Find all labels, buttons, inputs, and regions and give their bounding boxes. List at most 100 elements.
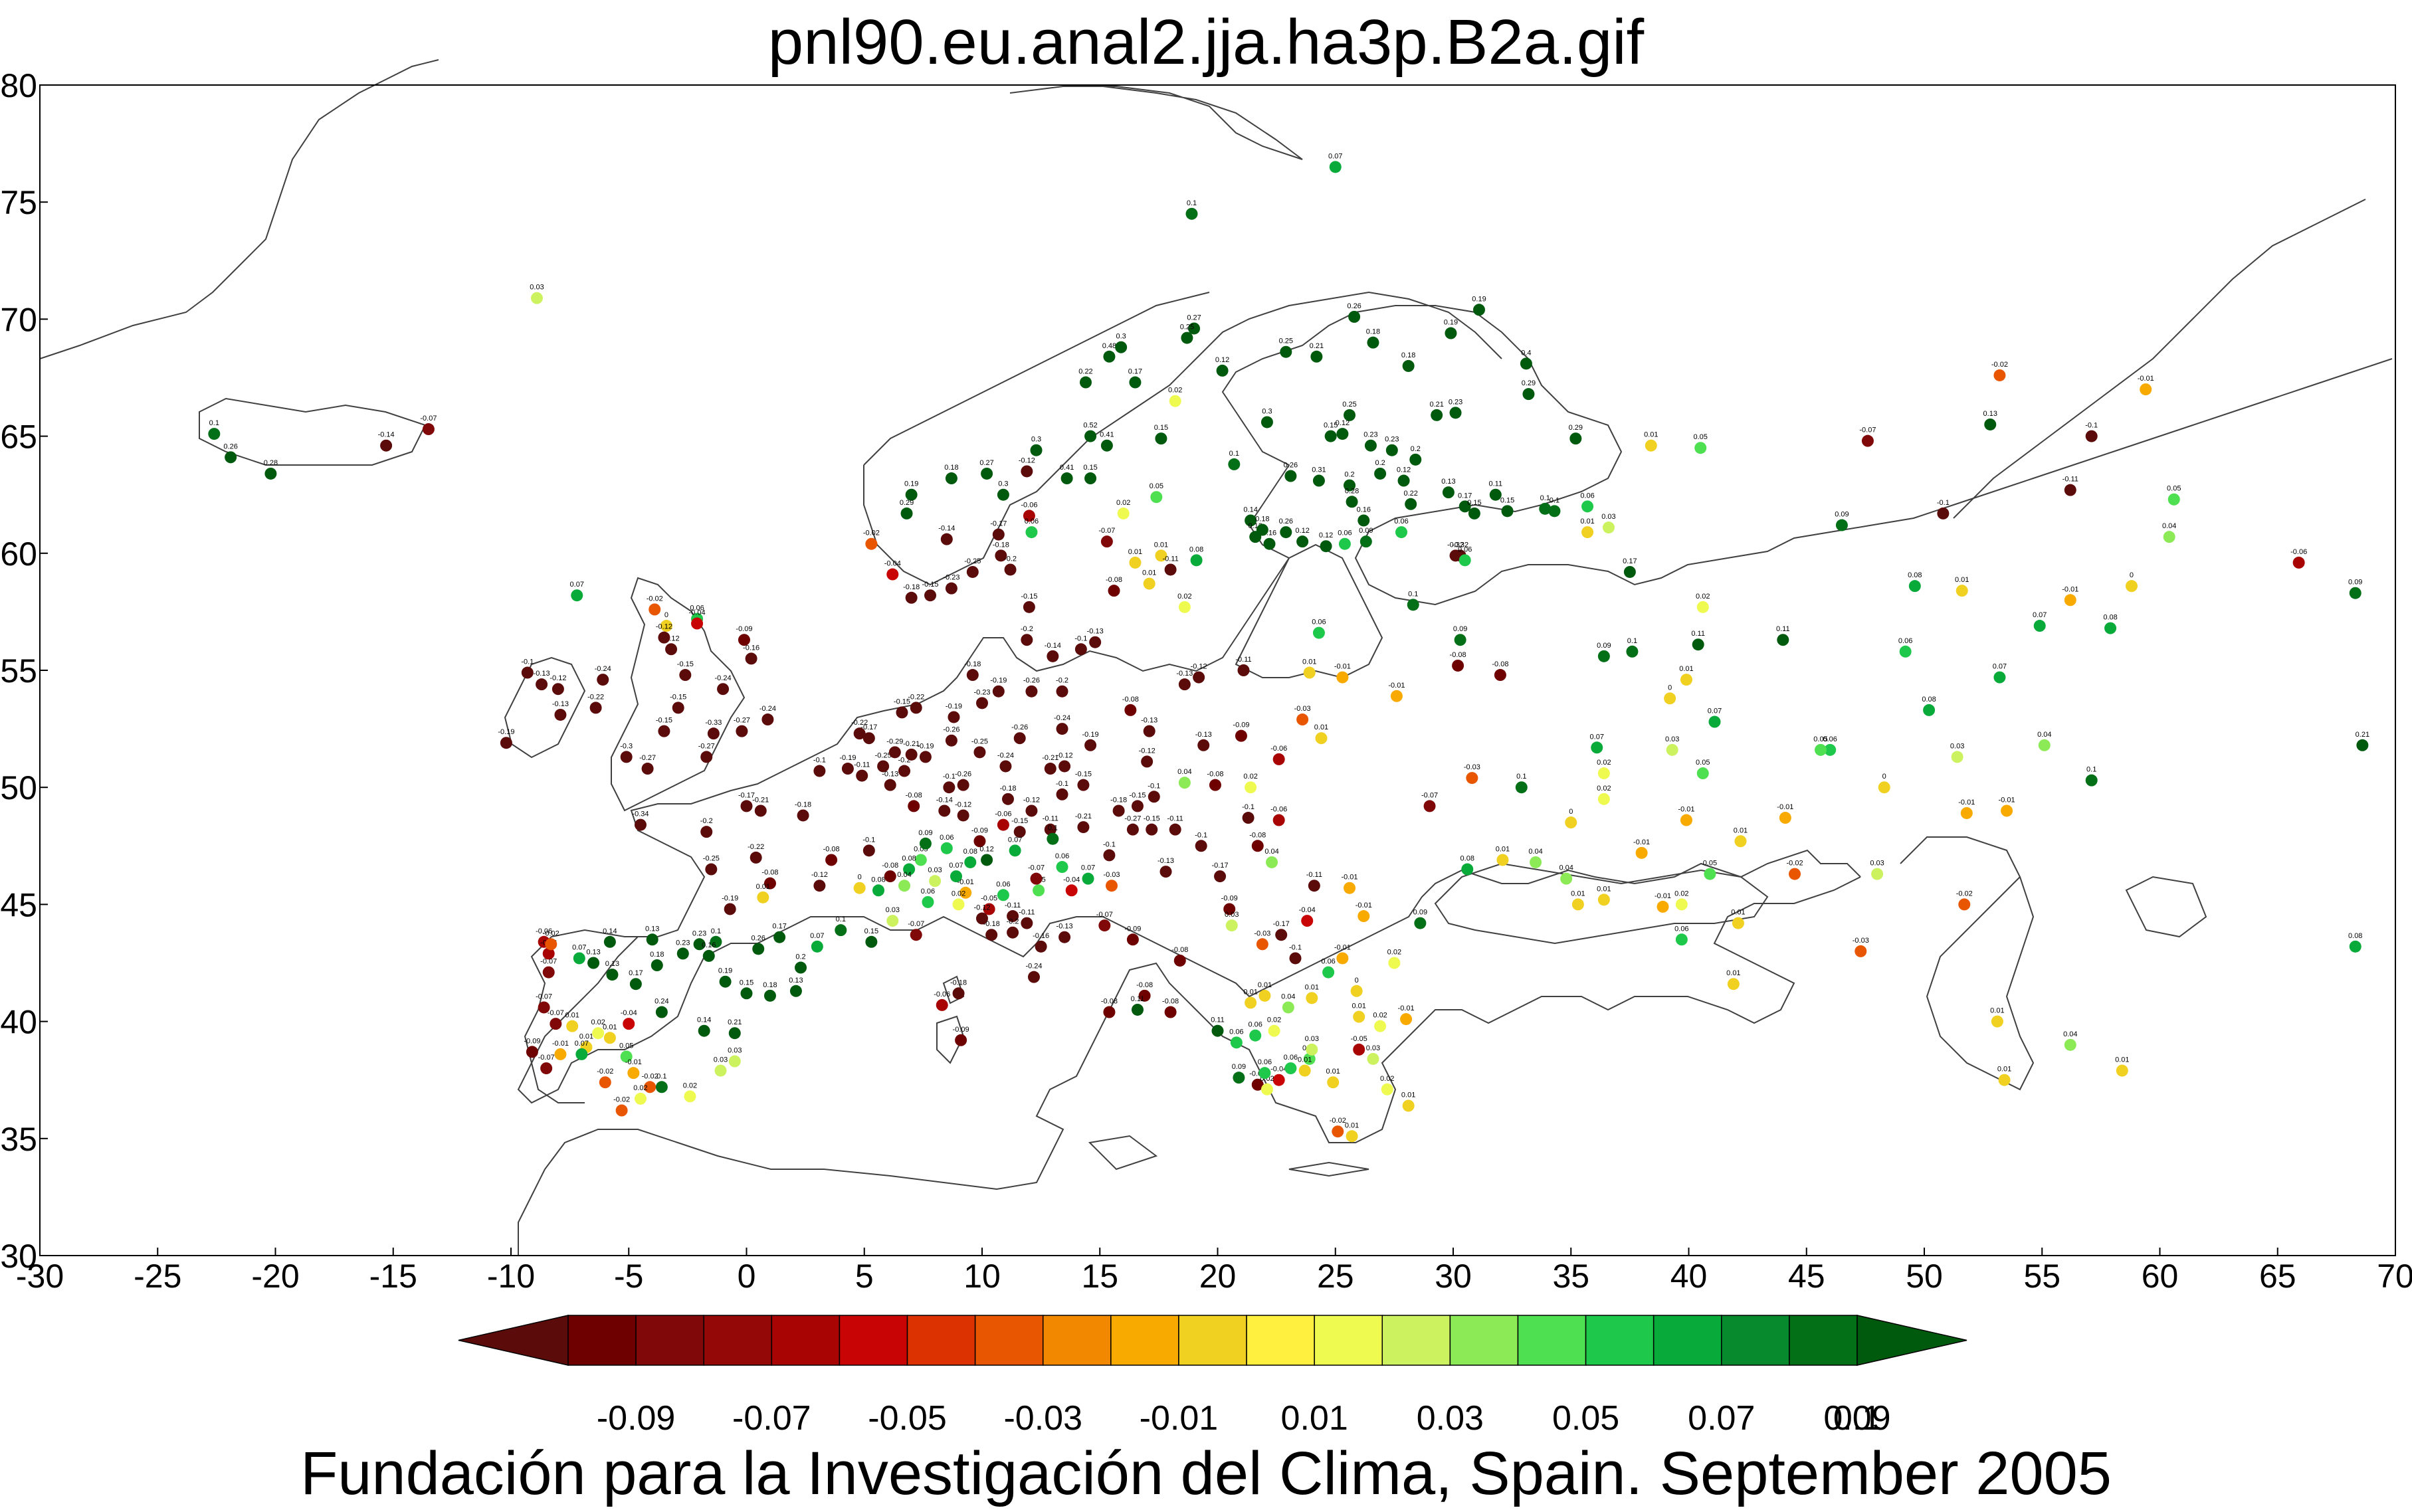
station-value: 0.3: [1116, 333, 1126, 341]
station: 0.03: [1225, 911, 1239, 932]
station-marker: [627, 1067, 640, 1080]
station-marker: [1445, 327, 1457, 339]
station: -0.15: [1144, 815, 1160, 836]
y-tick-label: 65: [0, 419, 37, 456]
station-value: 0.29: [1522, 379, 1536, 387]
station-value: 0.3: [1031, 436, 1041, 444]
station-marker: [1409, 453, 1422, 466]
station-value: 0.17: [1623, 557, 1637, 565]
station-marker: [1704, 868, 1716, 880]
station-value: 0.06: [996, 880, 1010, 888]
station: 0.19: [1444, 319, 1458, 339]
station-value: 0.07: [810, 932, 824, 940]
station-value: -0.09: [1233, 721, 1249, 729]
station-value: -0.01: [552, 1040, 569, 1048]
station-marker: [1353, 1010, 1365, 1023]
station-marker: [1251, 1078, 1264, 1091]
station-value: 0.01: [1345, 1121, 1359, 1129]
station-marker: [550, 1018, 562, 1030]
colorbar-cell: [1585, 1315, 1655, 1366]
station-marker: [865, 935, 878, 948]
station-marker: [1173, 954, 1186, 967]
station-value: -0.15: [1011, 817, 1028, 825]
station-value: 0.31: [1312, 466, 1326, 474]
station-value: -0.19: [722, 894, 738, 902]
x-tick-label: 10: [963, 1258, 1001, 1295]
station-marker: [2140, 383, 2152, 396]
station-marker: [1431, 409, 1443, 421]
station-value: -0.01: [1958, 799, 1975, 806]
station-marker: [2038, 739, 2051, 751]
station: 0.09: [1413, 909, 1427, 929]
station: -0.04: [1270, 1066, 1287, 1086]
station-marker: [914, 854, 927, 866]
station-value: -0.1: [1289, 943, 1302, 951]
station-value: 0.16: [702, 941, 716, 949]
station-value: -0.08: [1207, 771, 1223, 779]
station-value: -0.13: [882, 771, 898, 779]
station-marker: [1108, 585, 1120, 597]
station-marker: [1357, 910, 1370, 923]
station-marker: [877, 760, 890, 773]
station-value: -0.03: [1464, 763, 1480, 771]
station-marker: [620, 1050, 633, 1063]
station: 0.4: [1520, 349, 1532, 370]
station: -0.19: [917, 742, 934, 763]
station-value: 0.01: [1496, 845, 1510, 853]
station-marker: [710, 935, 722, 948]
colorbar-cell: [1789, 1315, 1858, 1366]
station-marker: [2116, 1064, 2128, 1077]
station-value: -0.21: [752, 796, 769, 804]
station-value: 0.11: [1211, 1016, 1225, 1024]
station-value: -0.1: [1195, 831, 1207, 839]
station-value: -0.3: [620, 742, 633, 750]
station-marker: [225, 451, 237, 464]
station-marker: [599, 1076, 611, 1089]
station: 0.25: [1180, 324, 1194, 344]
station-value: -0.06: [536, 927, 552, 935]
station-marker: [1461, 863, 1474, 876]
coastlines: [39, 59, 2393, 1256]
x-tick-label: 50: [1906, 1258, 1943, 1295]
station: -0.07: [1859, 426, 1876, 447]
station: 0.04: [1528, 848, 1543, 868]
station-value: 0.13: [789, 977, 803, 985]
station: 0.41: [1100, 431, 1114, 452]
station: -0.13: [534, 670, 550, 691]
station: 0.07: [1993, 663, 2007, 684]
station: -0.2: [1007, 918, 1019, 939]
station: 0.06: [1898, 637, 1912, 658]
station: -0.06: [934, 991, 950, 1011]
station-value: -0.1: [1242, 803, 1255, 811]
station: 0.01: [1734, 826, 1748, 848]
station: 0.06: [1025, 518, 1039, 539]
station-marker: [1280, 526, 1292, 539]
station-marker: [1468, 507, 1480, 520]
station-marker: [853, 727, 866, 740]
station-value: 0.01: [1258, 981, 1272, 989]
station: -0.01: [2138, 375, 2154, 396]
station-value: 0.03: [728, 1047, 742, 1055]
station-marker: [1520, 357, 1532, 370]
station-value: -0.11: [1167, 815, 1183, 823]
station: -0.19: [498, 728, 514, 749]
station-value: 0.07: [572, 943, 586, 951]
station-value: 0.41: [1100, 431, 1114, 439]
station-value: 0.12: [1336, 419, 1350, 427]
station-value: 0.1: [2086, 766, 2096, 774]
station-value: -0.12: [1139, 747, 1156, 755]
station-value: 0: [1668, 684, 1672, 692]
station: -0.11: [1043, 815, 1058, 836]
station: 0.26: [1347, 302, 1361, 323]
station: 0.02: [952, 890, 965, 911]
station: 0.01: [1305, 983, 1319, 1004]
station: -0.14: [938, 525, 955, 545]
station-value: -0.12: [656, 623, 672, 631]
station-marker: [1126, 933, 1139, 946]
station-value: 0.11: [1131, 995, 1145, 1003]
station: 0.01: [2115, 1056, 2129, 1077]
station-value: 0.01: [1997, 1066, 2011, 1074]
station-value: -0.07: [536, 992, 552, 1000]
station-marker: [908, 800, 920, 812]
station-value: -0.08: [1450, 651, 1466, 659]
